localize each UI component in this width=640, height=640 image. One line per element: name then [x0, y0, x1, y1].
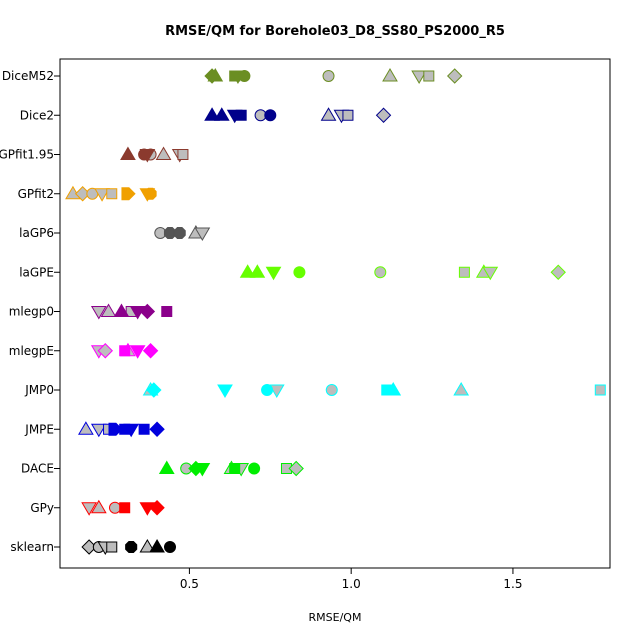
y-tick-label: DACE	[21, 462, 54, 476]
data-point	[382, 68, 398, 82]
data-point	[109, 501, 121, 514]
y-tick-label: mlegp0	[9, 305, 54, 319]
data-point	[78, 421, 94, 435]
data-point	[155, 146, 172, 160]
data-point	[385, 382, 402, 396]
data-point	[121, 187, 136, 201]
x-tick-label: 0.5	[180, 577, 199, 591]
data-point	[108, 422, 123, 436]
data-point	[142, 343, 159, 359]
data-point	[90, 499, 107, 514]
data-point	[158, 460, 175, 474]
data-point	[94, 188, 110, 202]
plot-frame	[59, 58, 611, 569]
data-point	[163, 226, 177, 240]
data-point	[458, 266, 470, 278]
data-point	[446, 68, 463, 84]
data-point	[374, 266, 387, 279]
data-point	[139, 149, 156, 163]
data-point	[123, 423, 140, 438]
data-point	[119, 345, 131, 357]
data-point	[288, 460, 304, 477]
x-axis: 0.5 1.0 1.5	[180, 568, 522, 591]
data-point	[229, 463, 241, 474]
data-point	[144, 187, 157, 200]
data-point	[204, 107, 220, 121]
data-point	[411, 70, 427, 84]
data-point	[173, 226, 186, 240]
data-point	[342, 109, 354, 121]
data-point	[100, 303, 117, 317]
data-point	[261, 384, 274, 396]
data-point	[217, 384, 233, 398]
data-point	[482, 266, 499, 281]
data-point	[325, 384, 338, 396]
y-tick-label: laGP6	[19, 226, 54, 240]
data-point	[264, 109, 277, 122]
data-point	[149, 421, 165, 437]
chart-title: RMSE/QM for Borehole03_D8_SS80_PS2000_R5	[165, 24, 505, 39]
y-tick-label: DiceM52	[2, 69, 54, 83]
data-point	[194, 463, 211, 477]
data-point	[235, 109, 247, 121]
data-point	[120, 146, 136, 160]
data-point	[239, 264, 256, 278]
data-point	[594, 384, 606, 396]
data-point	[97, 343, 114, 359]
y-tick-label: GPfit2	[18, 187, 54, 201]
data-point	[138, 423, 150, 435]
data-point	[194, 227, 211, 241]
y-tick-label: JMP0	[24, 383, 54, 397]
data-point	[149, 500, 165, 516]
data-point	[113, 303, 130, 317]
data-point	[320, 107, 337, 121]
data-point	[238, 70, 251, 82]
data-point	[81, 502, 97, 516]
y-axis: DiceM52 Dice2 GPfit1.95 GPfit2 laGP6 laGPE mle…	[0, 69, 60, 554]
data-point	[161, 306, 173, 317]
data-point	[375, 107, 392, 123]
y-tick-label: laGPE	[19, 265, 54, 279]
data-point	[125, 540, 138, 554]
y-tick-label: JMPE	[24, 422, 54, 436]
data-point	[249, 264, 266, 278]
data-points	[65, 68, 606, 555]
data-point	[149, 539, 165, 553]
data-point	[106, 188, 118, 200]
data-point	[139, 539, 156, 553]
data-point	[213, 107, 230, 121]
data-point	[90, 306, 107, 320]
data-point	[322, 70, 335, 82]
y-tick-label: GPy	[30, 501, 54, 515]
data-point	[90, 423, 107, 438]
data-point	[164, 541, 176, 553]
data-point	[453, 382, 470, 396]
data-point	[106, 541, 118, 553]
x-axis-label: RMSE/QM	[309, 611, 362, 624]
data-point	[119, 502, 131, 514]
data-point	[139, 303, 156, 320]
data-point	[146, 382, 162, 398]
data-point	[248, 462, 261, 475]
data-point	[268, 384, 285, 398]
y-tick-label: GPfit1.95	[0, 148, 54, 162]
data-point	[293, 266, 306, 279]
data-point	[265, 266, 282, 281]
data-point	[129, 345, 146, 359]
data-point	[207, 68, 224, 82]
y-tick-label: sklearn	[10, 540, 54, 554]
x-tick-label: 1.5	[503, 577, 522, 591]
x-tick-label: 1.0	[342, 577, 361, 591]
y-tick-label: Dice2	[20, 108, 54, 122]
y-tick-label: mlegpE	[9, 344, 54, 358]
data-point	[423, 70, 435, 82]
data-point	[177, 149, 189, 160]
data-point	[550, 264, 566, 280]
